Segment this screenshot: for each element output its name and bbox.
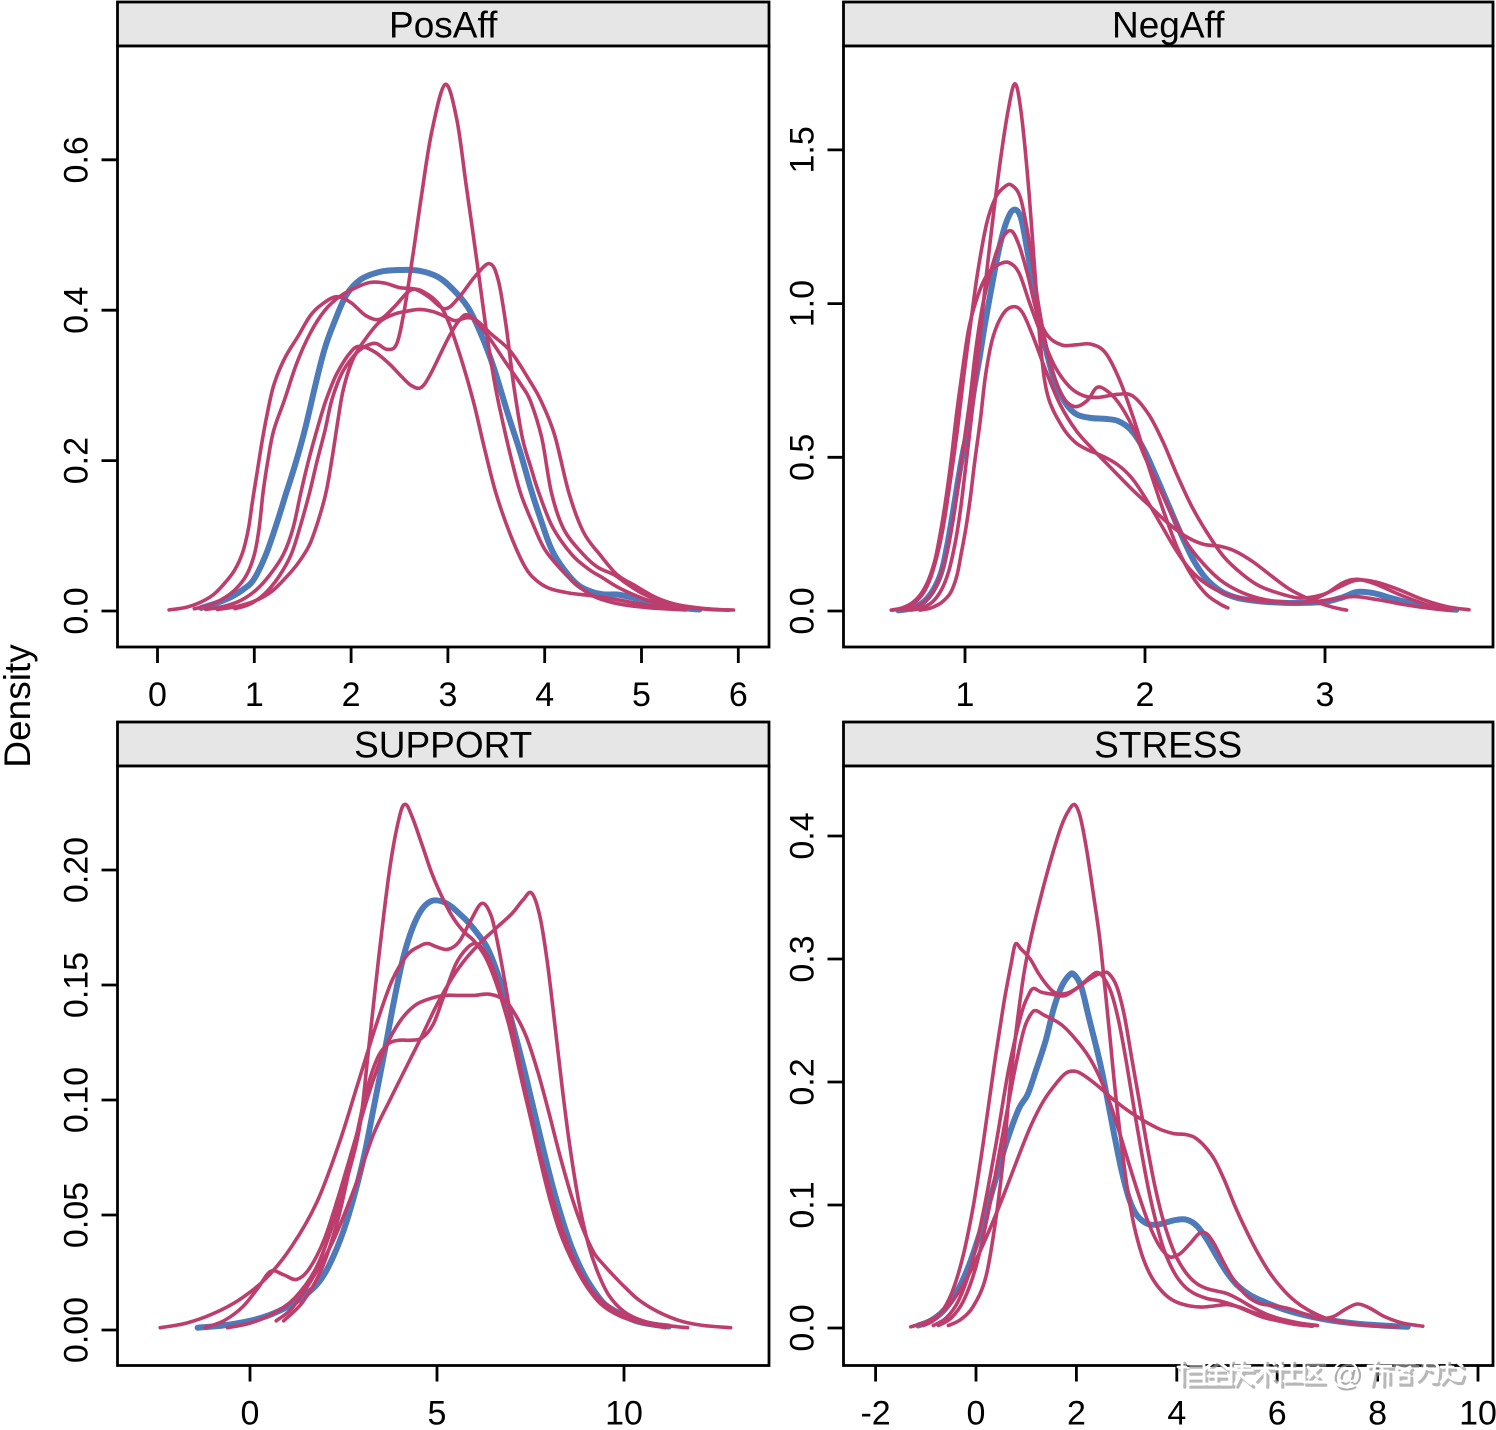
svg-text:@: @ bbox=[1329, 1355, 1360, 1390]
svg-text:1.5: 1.5 bbox=[784, 126, 822, 173]
svg-text:0.20: 0.20 bbox=[58, 837, 96, 903]
svg-text:0.5: 0.5 bbox=[784, 434, 822, 481]
svg-text:1: 1 bbox=[245, 676, 264, 714]
svg-text:PosAff: PosAff bbox=[389, 5, 498, 46]
svg-text:SUPPORT: SUPPORT bbox=[354, 725, 532, 766]
svg-text:0.4: 0.4 bbox=[58, 287, 96, 334]
svg-text:0: 0 bbox=[967, 1395, 986, 1426]
svg-text:1: 1 bbox=[956, 676, 975, 714]
svg-text:Density: Density bbox=[0, 644, 38, 768]
svg-text:2: 2 bbox=[1136, 676, 1155, 714]
svg-text:6: 6 bbox=[1268, 1395, 1287, 1426]
svg-text:0.6: 0.6 bbox=[58, 136, 96, 183]
svg-text:5: 5 bbox=[632, 676, 651, 714]
svg-text:0.0: 0.0 bbox=[58, 587, 96, 634]
svg-text:-2: -2 bbox=[860, 1395, 890, 1426]
svg-text:0: 0 bbox=[148, 676, 167, 714]
svg-text:0.0: 0.0 bbox=[784, 1304, 822, 1351]
svg-text:0.05: 0.05 bbox=[58, 1182, 96, 1248]
svg-text:2: 2 bbox=[342, 676, 361, 714]
svg-text:2: 2 bbox=[1067, 1395, 1086, 1426]
svg-text:0.10: 0.10 bbox=[58, 1067, 96, 1133]
svg-text:10: 10 bbox=[1459, 1395, 1496, 1426]
svg-text:0.00: 0.00 bbox=[58, 1297, 96, 1363]
svg-text:0.4: 0.4 bbox=[784, 812, 822, 859]
svg-text:6: 6 bbox=[729, 676, 748, 714]
svg-text:8: 8 bbox=[1368, 1395, 1387, 1426]
svg-text:0.1: 0.1 bbox=[784, 1181, 822, 1228]
svg-text:@: @ bbox=[1332, 1358, 1363, 1393]
svg-text:4: 4 bbox=[535, 676, 554, 714]
svg-text:0: 0 bbox=[241, 1395, 260, 1426]
svg-text:0.2: 0.2 bbox=[784, 1058, 822, 1105]
svg-text:0.0: 0.0 bbox=[784, 587, 822, 634]
svg-text:3: 3 bbox=[438, 676, 457, 714]
svg-text:1.0: 1.0 bbox=[784, 280, 822, 327]
svg-text:0.15: 0.15 bbox=[58, 952, 96, 1018]
svg-text:10: 10 bbox=[605, 1395, 643, 1426]
svg-text:5: 5 bbox=[428, 1395, 447, 1426]
svg-text:0.3: 0.3 bbox=[784, 935, 822, 982]
svg-text:3: 3 bbox=[1316, 676, 1335, 714]
svg-text:NegAff: NegAff bbox=[1112, 5, 1225, 46]
svg-text:4: 4 bbox=[1167, 1395, 1186, 1426]
svg-text:STRESS: STRESS bbox=[1094, 725, 1242, 766]
svg-text:0.2: 0.2 bbox=[58, 437, 96, 484]
